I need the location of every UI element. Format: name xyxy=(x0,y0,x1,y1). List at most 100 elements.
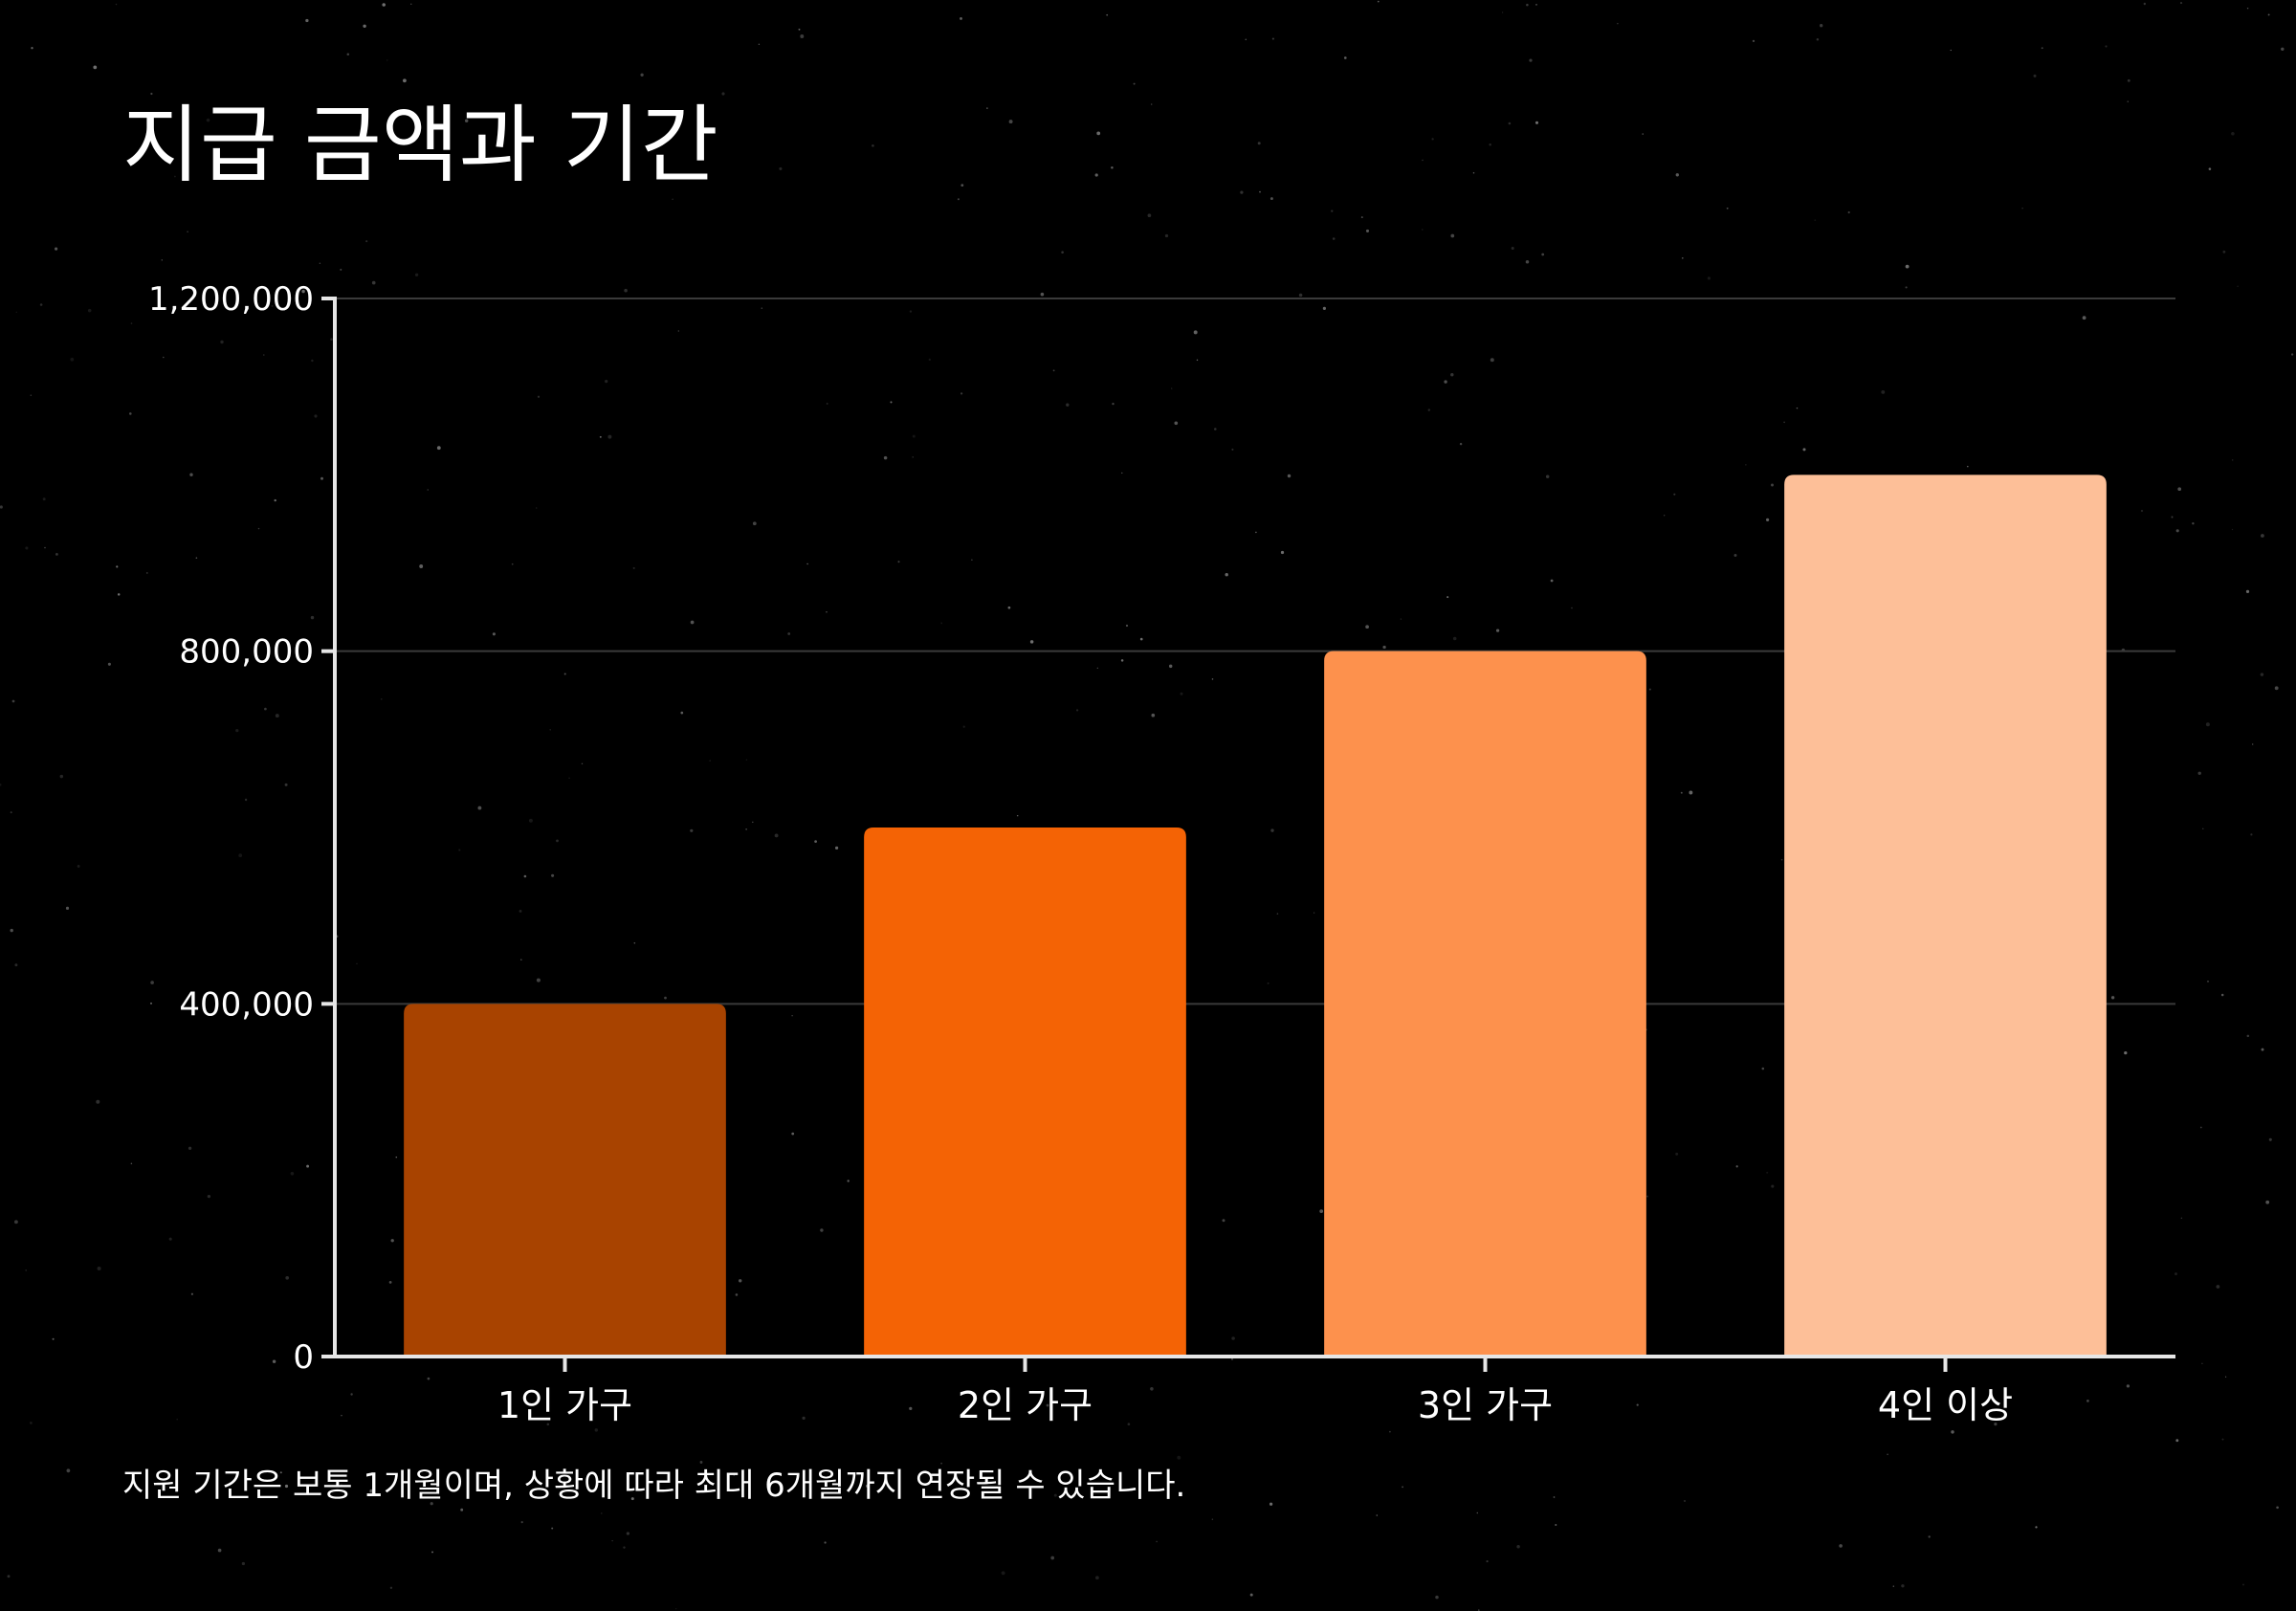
tick-labels: 0 400,000 800,000 1,200,000 1인 가구 2인 가구 3인 가구 4… xyxy=(148,280,2013,1426)
star-dot xyxy=(77,865,80,868)
star-dot xyxy=(623,1546,626,1549)
star-dot xyxy=(390,1239,394,1243)
star-dot xyxy=(460,1508,464,1512)
star-dot xyxy=(2276,1506,2279,1510)
star-dot xyxy=(549,729,551,731)
star-dot xyxy=(1450,373,1454,377)
star-dot xyxy=(909,1406,913,1411)
star-dot xyxy=(2105,45,2108,48)
star-dot xyxy=(87,308,92,313)
star-dot xyxy=(2205,722,2210,727)
star-dot xyxy=(940,1462,942,1465)
star-dot xyxy=(1892,1585,1894,1587)
star-dot xyxy=(115,3,118,6)
y-tick-label: 0 xyxy=(293,1338,314,1377)
star-dot xyxy=(275,714,279,718)
star-dot xyxy=(306,1164,310,1168)
star-dot xyxy=(162,356,165,359)
star-dot xyxy=(388,1281,392,1284)
star-dot xyxy=(2268,1137,2272,1141)
star-dot xyxy=(1525,259,1530,264)
star-dot xyxy=(458,849,461,851)
star-dot xyxy=(1680,791,1683,794)
star-dot xyxy=(59,774,64,779)
star-dot xyxy=(176,1418,178,1421)
star-dot xyxy=(1707,276,1711,280)
star-dot xyxy=(55,552,58,556)
star-dot xyxy=(800,34,805,38)
star-dot xyxy=(187,231,188,233)
star-dot xyxy=(1180,692,1183,695)
star-dot xyxy=(563,673,566,675)
star-dot xyxy=(677,330,679,332)
star-dot xyxy=(150,981,154,984)
star-dot xyxy=(341,1414,342,1417)
star-dot xyxy=(2231,459,2234,461)
star-dot xyxy=(1646,1195,1648,1198)
star-dot xyxy=(1365,229,1370,232)
star-dot xyxy=(1435,1595,1439,1600)
star-dot xyxy=(1269,1502,1273,1506)
star-dot xyxy=(1489,143,1491,146)
star-dot xyxy=(284,783,288,786)
star-dot xyxy=(419,564,424,568)
star-dot xyxy=(1422,159,1424,162)
star-dot xyxy=(1617,22,1619,25)
star-dot xyxy=(431,1551,433,1554)
star-dot xyxy=(824,1541,827,1544)
star-dot xyxy=(1255,531,1257,534)
bar-3 xyxy=(1324,651,1646,1357)
star-dot xyxy=(568,777,570,779)
star-dot xyxy=(1007,606,1011,609)
star-dot xyxy=(2202,828,2204,829)
star-dot xyxy=(1642,133,1644,135)
star-dot xyxy=(791,1014,793,1017)
y-tick-label: 400,000 xyxy=(179,985,314,1024)
star-dot xyxy=(492,632,496,636)
star-dot xyxy=(633,942,636,944)
star-dot xyxy=(207,1194,211,1199)
star-dot xyxy=(1766,518,1770,521)
star-dot xyxy=(2274,686,2279,691)
star-dot xyxy=(1431,138,1434,141)
star-dot xyxy=(220,340,224,344)
star-dot xyxy=(371,280,376,285)
star-dot xyxy=(774,833,779,838)
star-dot xyxy=(1967,465,1969,468)
star-dot xyxy=(363,24,366,29)
star-dot xyxy=(217,1548,222,1553)
star-dot xyxy=(551,1527,554,1530)
star-dot xyxy=(310,615,315,620)
star-dot xyxy=(290,1172,295,1176)
star-dot xyxy=(206,118,210,122)
star-dot xyxy=(1050,1556,1055,1560)
star-dot xyxy=(1332,237,1336,240)
star-dot xyxy=(1802,448,1806,452)
star-dot xyxy=(971,559,973,562)
star-dot xyxy=(402,78,407,83)
star-dot xyxy=(1501,11,1504,13)
star-dot xyxy=(1211,678,1214,680)
star-dot xyxy=(2206,980,2210,982)
star-dot xyxy=(2260,673,2264,676)
star-dot xyxy=(30,1422,33,1424)
star-dot xyxy=(1733,554,1737,557)
star-dot xyxy=(1382,645,1386,650)
star-dot xyxy=(2035,1526,2038,1529)
star-dot xyxy=(690,620,695,625)
star-dot xyxy=(1111,166,1114,169)
star-dot xyxy=(594,1428,599,1432)
star-dot xyxy=(189,473,193,476)
star-dot xyxy=(66,1468,71,1473)
star-dot xyxy=(2127,78,2130,82)
star-dot xyxy=(356,962,358,965)
star-dot xyxy=(866,1484,870,1489)
star-dot xyxy=(330,338,333,341)
star-dot xyxy=(761,307,763,309)
star-dot xyxy=(340,268,342,271)
star-dot xyxy=(536,978,541,982)
star-dot xyxy=(129,412,132,415)
star-dot xyxy=(2175,529,2179,533)
star-dot xyxy=(1689,790,1693,795)
star-dot xyxy=(1168,664,1173,669)
